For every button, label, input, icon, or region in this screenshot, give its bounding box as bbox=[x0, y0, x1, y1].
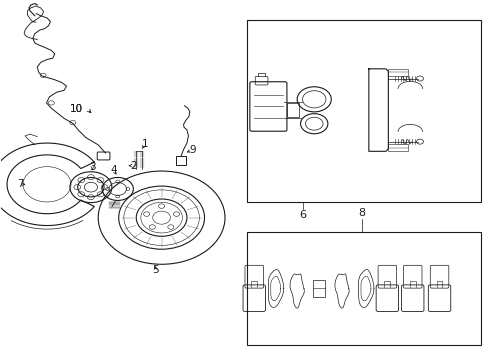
Text: 8: 8 bbox=[357, 208, 365, 218]
Text: 3: 3 bbox=[89, 162, 96, 172]
Bar bbox=[246, 232, 480, 345]
Bar bbox=[312, 279, 325, 297]
Bar bbox=[387, 69, 407, 76]
Text: 4: 4 bbox=[110, 165, 117, 175]
Text: 6: 6 bbox=[299, 211, 306, 220]
Text: 10: 10 bbox=[70, 104, 82, 114]
Bar bbox=[287, 103, 299, 117]
Bar bbox=[176, 156, 185, 165]
Text: 7: 7 bbox=[17, 179, 23, 189]
Bar bbox=[246, 21, 480, 202]
Text: 9: 9 bbox=[189, 145, 195, 155]
Bar bbox=[387, 144, 407, 151]
Text: 10: 10 bbox=[70, 104, 82, 114]
Text: 1: 1 bbox=[142, 139, 148, 149]
Text: 2: 2 bbox=[130, 161, 136, 171]
Text: 5: 5 bbox=[152, 265, 159, 275]
